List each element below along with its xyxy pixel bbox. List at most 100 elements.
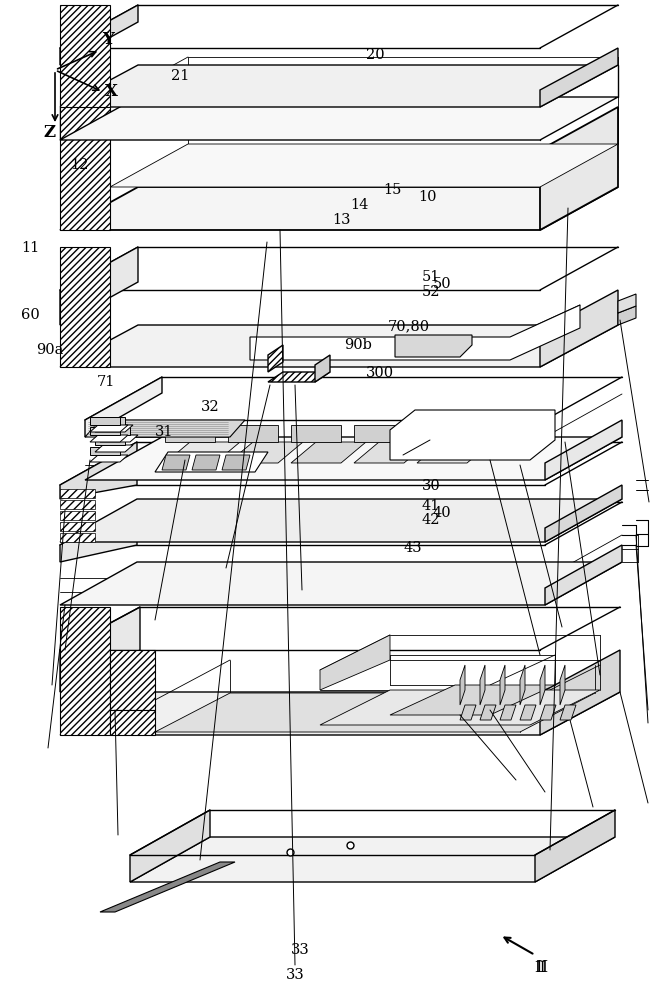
Polygon shape (90, 435, 128, 442)
Text: 90b: 90b (344, 338, 372, 352)
Polygon shape (60, 187, 618, 230)
Text: 50: 50 (433, 277, 452, 291)
Text: 12: 12 (70, 158, 89, 172)
Text: 71: 71 (96, 375, 115, 389)
Polygon shape (60, 522, 95, 531)
Polygon shape (540, 48, 618, 107)
Polygon shape (291, 442, 366, 463)
Text: 13: 13 (332, 213, 350, 227)
Text: 30: 30 (422, 479, 441, 493)
Polygon shape (480, 705, 496, 720)
Polygon shape (535, 810, 615, 882)
Polygon shape (540, 650, 620, 735)
Polygon shape (60, 533, 95, 542)
Polygon shape (460, 665, 465, 705)
Polygon shape (540, 290, 618, 367)
Polygon shape (60, 562, 622, 605)
Text: 11: 11 (21, 241, 40, 255)
Polygon shape (60, 442, 137, 499)
Polygon shape (60, 5, 138, 65)
Polygon shape (60, 511, 95, 520)
Polygon shape (85, 377, 162, 437)
Polygon shape (250, 305, 580, 360)
Polygon shape (545, 545, 622, 605)
Text: 43: 43 (404, 541, 422, 555)
Polygon shape (85, 420, 245, 437)
Text: 51: 51 (422, 270, 440, 284)
Polygon shape (60, 607, 140, 692)
Text: 300: 300 (366, 366, 394, 380)
Polygon shape (90, 425, 128, 432)
Polygon shape (130, 837, 615, 882)
Polygon shape (60, 489, 95, 498)
Text: 52: 52 (422, 285, 440, 299)
Polygon shape (268, 345, 283, 372)
Polygon shape (162, 455, 190, 470)
Polygon shape (560, 665, 565, 705)
Polygon shape (60, 499, 622, 542)
Text: 10: 10 (418, 190, 436, 204)
Text: 32: 32 (201, 400, 219, 414)
Polygon shape (60, 65, 618, 107)
Text: 41: 41 (422, 499, 440, 513)
Text: 33: 33 (286, 968, 305, 982)
Polygon shape (60, 247, 110, 367)
Polygon shape (110, 144, 618, 187)
Polygon shape (354, 425, 404, 442)
Polygon shape (60, 500, 95, 509)
Text: Y: Y (102, 31, 114, 48)
Polygon shape (165, 425, 215, 442)
Polygon shape (95, 445, 133, 452)
Text: 60: 60 (21, 308, 40, 322)
Text: II: II (535, 960, 548, 976)
Polygon shape (320, 635, 390, 690)
Polygon shape (354, 442, 429, 463)
Polygon shape (110, 710, 155, 735)
Polygon shape (192, 455, 220, 470)
Polygon shape (60, 97, 618, 140)
Text: 33: 33 (291, 943, 310, 957)
Text: 20: 20 (366, 48, 385, 62)
Text: 15: 15 (383, 183, 401, 197)
Polygon shape (540, 107, 618, 230)
Text: 40: 40 (433, 506, 452, 520)
Polygon shape (560, 705, 576, 720)
Polygon shape (100, 427, 130, 435)
Polygon shape (100, 435, 138, 442)
Text: 14: 14 (350, 198, 368, 212)
Polygon shape (130, 810, 210, 882)
Polygon shape (520, 705, 536, 720)
Text: X: X (105, 83, 117, 100)
Polygon shape (417, 442, 492, 463)
Text: Z: Z (44, 124, 56, 141)
Polygon shape (540, 665, 545, 705)
Polygon shape (222, 455, 250, 470)
Polygon shape (390, 685, 555, 715)
Text: 90a: 90a (36, 343, 63, 357)
Polygon shape (500, 665, 505, 705)
Polygon shape (540, 705, 556, 720)
Polygon shape (95, 417, 125, 425)
Polygon shape (395, 335, 472, 357)
Polygon shape (500, 705, 516, 720)
Polygon shape (155, 693, 595, 732)
Polygon shape (60, 502, 137, 562)
Polygon shape (165, 442, 240, 463)
Polygon shape (85, 437, 622, 480)
Polygon shape (60, 5, 110, 107)
Polygon shape (618, 306, 636, 325)
Polygon shape (460, 705, 476, 720)
Polygon shape (100, 862, 235, 912)
Text: 31: 31 (155, 425, 173, 439)
Polygon shape (545, 420, 622, 480)
Polygon shape (90, 447, 120, 455)
Text: II: II (534, 961, 546, 975)
Polygon shape (90, 455, 128, 462)
Text: 42: 42 (422, 513, 440, 527)
Polygon shape (95, 437, 125, 445)
Polygon shape (110, 650, 155, 710)
Polygon shape (155, 452, 268, 472)
Polygon shape (545, 485, 622, 542)
Polygon shape (60, 100, 110, 230)
Polygon shape (315, 355, 330, 382)
